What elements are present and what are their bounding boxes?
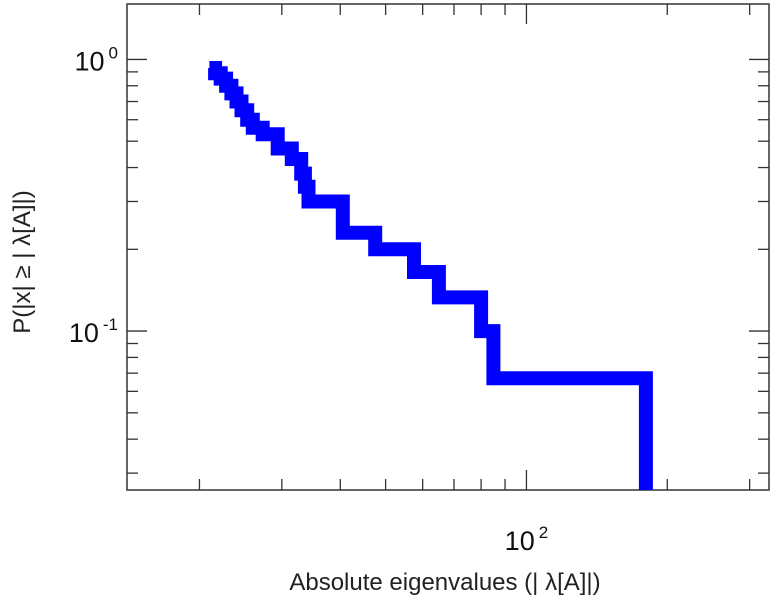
y-tick-label: 10 -1 — [69, 315, 118, 348]
y-tick-label: 10 0 — [74, 43, 118, 76]
x-tick-label: 10 2 — [505, 523, 549, 556]
y-axis-title: P(|x| ≥ | λ[A]|) — [9, 190, 36, 333]
series-line — [208, 61, 653, 490]
plot-frame — [126, 3, 770, 491]
x-axis-title: Absolute eigenvalues (| λ[A]|) — [289, 569, 600, 596]
axis-ticks — [127, 4, 769, 490]
